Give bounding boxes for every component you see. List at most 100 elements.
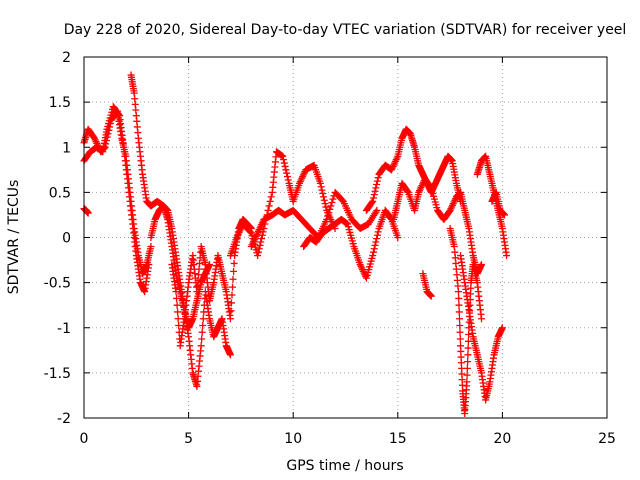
- data-point: [265, 202, 273, 210]
- data-series-track-9: [300, 206, 402, 282]
- x-tick-labels: 0 5 10 15 20 25: [80, 431, 616, 447]
- x-tick-label: 25: [598, 431, 616, 447]
- data-point: [373, 177, 381, 185]
- data-point: [455, 301, 463, 309]
- data-point: [369, 252, 377, 260]
- data-point: [230, 259, 238, 267]
- data-point: [426, 183, 434, 191]
- data-point: [229, 283, 237, 291]
- data-point: [174, 308, 182, 316]
- data-series-track-11: [390, 175, 485, 278]
- data-series-track-5: [147, 202, 234, 390]
- data-point: [373, 180, 381, 188]
- data-point: [373, 206, 381, 214]
- y-tick-label: -1.5: [44, 366, 71, 382]
- data-point: [256, 241, 264, 249]
- data-point: [227, 307, 235, 315]
- data-point: [229, 275, 237, 283]
- data-point: [84, 209, 92, 217]
- chart-title: Day 228 of 2020, Sidereal Day-to-day VTE…: [64, 22, 627, 38]
- data-series-track-10: [362, 125, 465, 214]
- data-point: [173, 294, 181, 302]
- data-point: [326, 205, 334, 213]
- data-point: [322, 203, 330, 211]
- data-point: [464, 358, 472, 366]
- data-point: [320, 193, 328, 201]
- data-point: [455, 308, 463, 316]
- data-point: [503, 252, 511, 260]
- data-point: [264, 206, 272, 214]
- data-point: [464, 351, 472, 359]
- data-point: [320, 196, 328, 204]
- y-tick-label: 0.5: [49, 185, 71, 201]
- data-point: [174, 315, 182, 323]
- data-point: [373, 231, 381, 239]
- data-point: [255, 245, 263, 253]
- data-point: [267, 193, 275, 201]
- data-point: [498, 324, 506, 332]
- data-point: [455, 294, 463, 302]
- data-point: [324, 212, 332, 220]
- data-point: [456, 328, 464, 336]
- plot-area-border: [83, 56, 608, 419]
- data-point: [427, 292, 435, 300]
- data-point: [371, 187, 379, 195]
- y-tick-labels: -2 -1.5 -1 -0.5 0 0.5 1 1.5 2: [44, 50, 71, 427]
- data-point: [228, 291, 236, 299]
- data-point: [172, 288, 180, 296]
- data-point: [465, 331, 473, 339]
- data-point: [281, 162, 289, 170]
- data-point: [463, 371, 471, 379]
- data-point: [230, 267, 238, 275]
- data-point: [145, 261, 153, 269]
- y-tick-label: -1: [57, 321, 71, 337]
- data-point: [500, 211, 508, 219]
- data-point: [226, 315, 234, 323]
- data-point: [371, 241, 379, 249]
- data-point: [280, 159, 288, 167]
- y-tick-label: 1.5: [49, 95, 71, 111]
- data-series-track-2: [80, 103, 153, 296]
- data-point: [115, 111, 123, 119]
- data-point: [280, 156, 288, 164]
- y-tick-label: -2: [57, 411, 71, 427]
- data-point: [372, 184, 380, 192]
- data-point: [374, 174, 382, 182]
- data-point: [199, 315, 207, 323]
- data-point: [227, 299, 235, 307]
- data-point: [318, 186, 326, 194]
- data-point: [370, 245, 378, 253]
- data-point: [257, 238, 265, 246]
- x-axis-label: GPS time / hours: [286, 458, 403, 474]
- y-tick-label: 2: [62, 50, 71, 66]
- data-point: [369, 194, 377, 202]
- data-series: [80, 71, 511, 417]
- data-point: [198, 328, 206, 336]
- data-point: [329, 195, 337, 203]
- data-series-track-12: [419, 270, 435, 300]
- data-point: [199, 321, 207, 329]
- data-series-track-16: [488, 188, 508, 219]
- data-point: [266, 197, 274, 205]
- data-point: [284, 176, 292, 184]
- data-point: [282, 166, 290, 174]
- data-point: [317, 183, 325, 191]
- data-point: [323, 215, 331, 223]
- y-tick-label: 0: [62, 231, 71, 247]
- data-point: [197, 342, 205, 350]
- data-point: [456, 315, 464, 323]
- data-point: [258, 235, 266, 243]
- y-tick-label: 1: [62, 140, 71, 156]
- data-point: [246, 228, 254, 236]
- data-point: [283, 169, 291, 177]
- data-point: [374, 228, 382, 236]
- data-point: [254, 248, 262, 256]
- data-point: [321, 200, 329, 208]
- data-point: [198, 335, 206, 343]
- data-series-track-14: [457, 252, 506, 404]
- y-axis-label: SDTVAR / TECUs: [6, 180, 22, 295]
- data-point: [372, 238, 380, 246]
- data-point: [226, 351, 234, 359]
- data-point: [454, 288, 462, 296]
